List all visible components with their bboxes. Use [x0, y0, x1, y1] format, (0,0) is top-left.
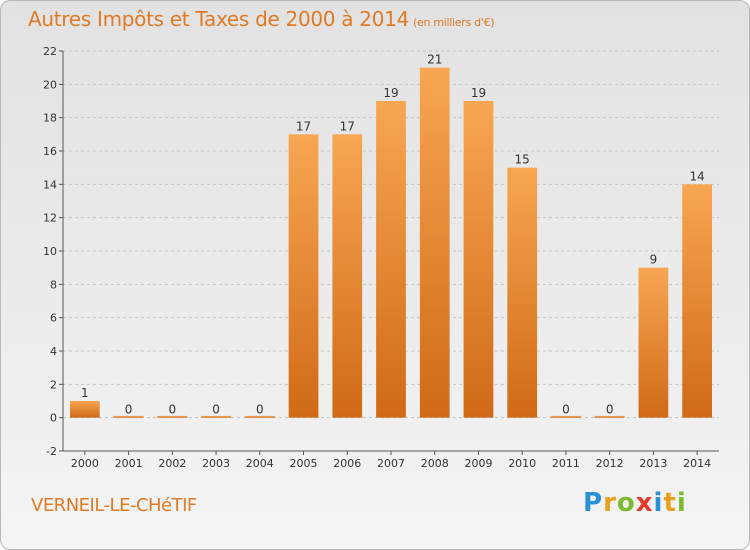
y-tick-label: 18	[43, 112, 57, 125]
bar-2004	[244, 415, 275, 418]
y-tick-label: 0	[50, 412, 57, 425]
y-tick-label: 12	[43, 212, 57, 225]
y-tick-label: 16	[43, 145, 57, 158]
x-tick-label: 2007	[377, 457, 405, 470]
bar-2007	[376, 101, 406, 418]
logo-letter: i	[653, 488, 664, 518]
x-tick-label: 2008	[421, 457, 449, 470]
bar-2009	[463, 101, 494, 418]
value-label: 17	[340, 119, 355, 133]
value-label: 21	[427, 53, 442, 67]
value-label: 0	[212, 403, 220, 417]
bar-2005	[288, 134, 319, 418]
y-tick-label: 2	[50, 378, 57, 391]
value-label: 0	[169, 403, 177, 417]
value-label: 15	[515, 153, 530, 167]
logo-letter: r	[603, 488, 617, 518]
x-tick-label: 2002	[158, 457, 186, 470]
y-tick-label: 20	[43, 78, 57, 91]
value-label: 19	[383, 86, 398, 100]
x-tick-label: 2009	[464, 457, 492, 470]
y-tick-label: 10	[43, 245, 57, 258]
x-tick-label: 2010	[508, 457, 536, 470]
value-label: 0	[256, 403, 264, 417]
y-tick-label: 4	[50, 345, 57, 358]
value-label: 17	[296, 119, 311, 133]
x-tick-label: 2000	[71, 457, 99, 470]
value-label: 0	[562, 403, 570, 417]
logo-letter: o	[616, 488, 636, 518]
x-tick-label: 2005	[290, 457, 318, 470]
value-label: 9	[650, 253, 658, 267]
bar-2000	[69, 401, 100, 418]
x-tick-label: 2012	[596, 457, 624, 470]
chart-subtitle: (en milliers d'€)	[413, 16, 495, 29]
logo-letter: t	[663, 488, 677, 518]
value-label: 1	[81, 386, 89, 400]
x-tick-label: 2011	[552, 457, 580, 470]
y-tick-label: 6	[50, 312, 57, 325]
y-tick-label: 22	[43, 45, 57, 58]
proxiti-logo: Proxiti	[583, 488, 687, 518]
x-tick-label: 2001	[115, 457, 143, 470]
x-tick-label: 2003	[202, 457, 230, 470]
value-label: 0	[125, 403, 133, 417]
x-tick-label: 2004	[246, 457, 274, 470]
value-label: 0	[606, 403, 614, 417]
value-label: 19	[471, 86, 486, 100]
commune-name: VERNEIL-LE-CHéTIF	[31, 495, 197, 516]
logo-letter: i	[676, 488, 687, 518]
logo-letter: x	[635, 488, 654, 518]
chart-title: Autres Impôts et Taxes de 2000 à 2014 (en…	[28, 7, 495, 31]
bar-2008	[419, 67, 450, 418]
y-tick-label: 14	[43, 178, 57, 191]
bar-2010	[507, 167, 538, 418]
x-tick-label: 2013	[639, 457, 667, 470]
x-tick-label: 2014	[683, 457, 711, 470]
bar-2002	[157, 415, 188, 418]
bar-2006	[332, 134, 363, 418]
bar-2014	[682, 184, 713, 418]
y-tick-label: -2	[46, 445, 57, 458]
bar-2011	[550, 415, 582, 418]
y-tick-label: 8	[50, 278, 57, 291]
logo-letter: P	[583, 488, 604, 518]
bar-2012	[594, 415, 625, 418]
bar-2003	[200, 415, 232, 418]
value-label: 14	[689, 169, 704, 183]
x-tick-label: 2006	[333, 457, 361, 470]
bar-2001	[113, 415, 144, 418]
bar-2013	[638, 267, 669, 418]
